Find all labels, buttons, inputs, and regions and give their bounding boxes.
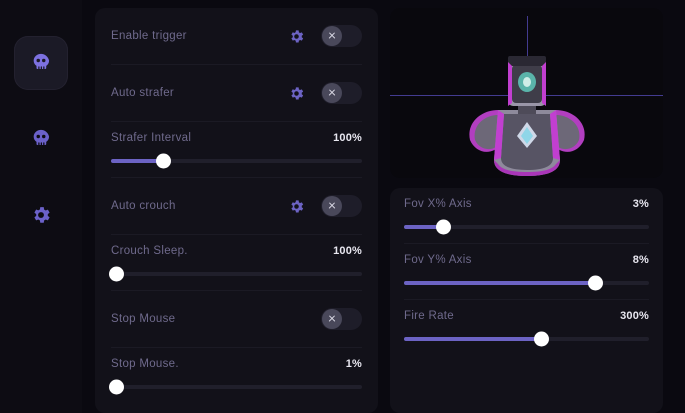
toggle-row-auto-crouch: Auto crouch: [111, 178, 362, 234]
row-label: Auto strafer: [111, 87, 175, 99]
toggle-switch-auto-strafer[interactable]: [321, 82, 362, 104]
toggle-row-auto-strafer: Auto strafer: [111, 65, 362, 121]
slider-value: 300%: [620, 310, 649, 322]
slider-handle[interactable]: [533, 331, 549, 347]
slider-label: Crouch Sleep.: [111, 245, 188, 257]
slider-header: Fov X% Axis 3%: [404, 198, 649, 210]
gear-icon: [290, 86, 303, 100]
slider-track-stop-mouse[interactable]: [108, 379, 362, 395]
slider-label: Fire Rate: [404, 310, 454, 322]
slider-label: Stop Mouse.: [111, 358, 179, 370]
row-label: Enable trigger: [111, 30, 187, 42]
divider: [111, 347, 362, 348]
slider-fill: [404, 337, 542, 341]
slider-handle[interactable]: [435, 219, 451, 235]
slider-track-crouch-sleep[interactable]: [108, 266, 362, 282]
divider: [404, 299, 649, 300]
character-preview-panel: [390, 8, 663, 178]
settings-gear-button-auto-strafer[interactable]: [287, 84, 305, 102]
slider-fill: [404, 281, 596, 285]
slider-value: 100%: [333, 245, 362, 257]
sidebar: [0, 0, 82, 413]
slider-handle[interactable]: [156, 153, 172, 169]
settings-gear-button-enable-trigger[interactable]: [287, 27, 305, 45]
slider-track-fire-rate[interactable]: [404, 331, 649, 347]
slider-handle[interactable]: [587, 275, 603, 291]
slider-header: Fire Rate 300%: [404, 310, 649, 322]
sidebar-item-skull-primary[interactable]: [14, 36, 68, 90]
slider-value: 100%: [333, 132, 362, 144]
row-controls: [321, 308, 362, 330]
slider-header: Stop Mouse. 1%: [111, 358, 362, 370]
robot-character-model: [468, 56, 585, 176]
close-icon: [322, 83, 342, 103]
slider-header: Fov Y% Axis 8%: [404, 254, 649, 266]
toggle-switch-stop-mouse[interactable]: [321, 308, 362, 330]
gear-icon: [290, 29, 303, 43]
toggle-switch-auto-crouch[interactable]: [321, 195, 362, 217]
slider-track-fov-y-axis[interactable]: [404, 275, 649, 291]
toggle-switch-enable-trigger[interactable]: [321, 25, 362, 47]
close-icon: [322, 196, 342, 216]
right-settings-panel: Fov X% Axis 3% Fov Y% Axis 8% Fire Rate 300%: [390, 188, 663, 413]
slider-track-strafer-interval[interactable]: [111, 153, 362, 169]
slider-row-strafer-interval: Strafer Interval 100%: [111, 122, 362, 177]
row-controls: [287, 25, 362, 47]
skull-icon: [33, 53, 50, 70]
slider-header: Crouch Sleep. 100%: [111, 245, 362, 257]
settings-gear-button-auto-crouch[interactable]: [287, 197, 305, 215]
row-controls: [287, 195, 362, 217]
divider: [111, 234, 362, 235]
divider: [404, 243, 649, 244]
slider-label: Fov X% Axis: [404, 198, 472, 210]
slider-handle[interactable]: [108, 379, 124, 395]
divider: [111, 177, 362, 178]
slider-label: Fov Y% Axis: [404, 254, 472, 266]
toggle-row-enable-trigger: Enable trigger: [111, 8, 362, 64]
toggle-row-stop-mouse: Stop Mouse: [111, 291, 362, 347]
row-controls: [287, 82, 362, 104]
slider-row-fire-rate: Fire Rate 300%: [404, 300, 649, 355]
row-label: Stop Mouse: [111, 313, 176, 325]
slider-handle[interactable]: [108, 266, 124, 282]
slider-header: Strafer Interval 100%: [111, 132, 362, 144]
divider: [111, 290, 362, 291]
close-icon: [322, 26, 342, 46]
slider-row-fov-y-axis: Fov Y% Axis 8%: [404, 244, 649, 299]
slider-track-fov-x-axis[interactable]: [404, 219, 649, 235]
slider-value: 8%: [632, 254, 649, 266]
gear-icon: [34, 207, 50, 223]
sidebar-item-skull-secondary[interactable]: [14, 112, 68, 166]
slider-row-crouch-sleep: Crouch Sleep. 100%: [108, 235, 362, 290]
close-icon: [322, 309, 342, 329]
row-label: Auto crouch: [111, 200, 176, 212]
center-settings-panel: Enable trigger Auto strafer Strafer Interv…: [95, 8, 378, 413]
slider-fill: [404, 225, 444, 229]
slider-row-stop-mouse: Stop Mouse. 1%: [108, 348, 362, 403]
slider-fill: [111, 159, 164, 163]
slider-label: Strafer Interval: [111, 132, 192, 144]
slider-value: 3%: [632, 198, 649, 210]
divider: [111, 64, 362, 65]
sidebar-item-settings[interactable]: [14, 188, 68, 242]
gear-icon: [290, 199, 303, 213]
skull-icon: [33, 129, 50, 146]
divider: [111, 121, 362, 122]
slider-row-fov-x-axis: Fov X% Axis 3%: [404, 188, 649, 243]
slider-value: 1%: [345, 358, 362, 370]
